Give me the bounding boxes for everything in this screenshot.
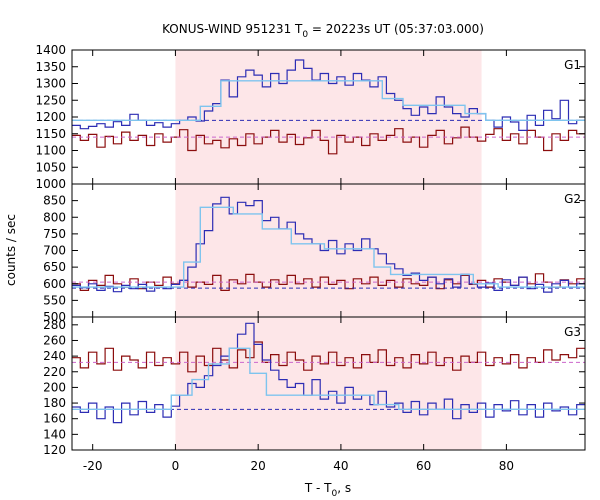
x-tick-label: 60 xyxy=(416,459,431,473)
y-tick-label: 1150 xyxy=(35,127,66,141)
x-tick-label: 0 xyxy=(172,459,180,473)
y-tick-label: 240 xyxy=(43,349,66,363)
y-tick-label: 1400 xyxy=(35,43,66,57)
y-tick-label: 650 xyxy=(43,260,66,274)
fit-g3 xyxy=(72,347,585,410)
x-axis-label: T - T0, s xyxy=(304,481,351,499)
y-tick-label: 500 xyxy=(43,310,66,324)
y-tick-label: 1300 xyxy=(35,77,66,91)
y-tick-label: 750 xyxy=(43,227,66,241)
y-axis-label: counts / sec xyxy=(4,214,18,286)
y-tick-label: 600 xyxy=(43,277,66,291)
y-tick-label: 280 xyxy=(43,318,66,332)
panel-label: G2 xyxy=(564,192,581,206)
x-axis: -20 0 20 40 60 80 xyxy=(83,459,514,473)
panels: 1000 1050 1100 1150 1200 1250 1300 1350 1400 G1 50… xyxy=(35,43,586,457)
x-tick-label: 20 xyxy=(251,459,266,473)
y-tick-label: 800 xyxy=(43,210,66,224)
fit-g2 xyxy=(72,206,585,288)
y-tick-label: 160 xyxy=(43,412,66,426)
panel-g1: 1000 1050 1100 1150 1200 1250 1300 1350 1400 G1 xyxy=(35,43,586,191)
series-red-g2 xyxy=(72,273,585,291)
y-tick-label: 1250 xyxy=(35,93,66,107)
y-tick-label: 120 xyxy=(43,443,66,457)
y-tick-label: 220 xyxy=(43,365,66,379)
panel-label: G3 xyxy=(564,325,581,339)
series-blue-g1 xyxy=(72,59,585,131)
y-tick-label: 140 xyxy=(43,427,66,441)
fit-g1 xyxy=(72,80,585,121)
y-tick-label: 850 xyxy=(43,194,66,208)
plot-area xyxy=(72,196,585,293)
y-tick-label: 1200 xyxy=(35,110,66,124)
y-tick-label: 1000 xyxy=(35,177,66,191)
y-tick-label: 700 xyxy=(43,244,66,258)
y-tick-label: 200 xyxy=(43,380,66,394)
y-tick-label: 1350 xyxy=(35,60,66,74)
chart-title: KONUS-WIND 951231 T0 = 20223s UT (05:37:… xyxy=(162,22,484,40)
x-tick-label: 80 xyxy=(499,459,514,473)
highlight-interval xyxy=(175,50,482,184)
x-tick-label: 40 xyxy=(333,459,348,473)
plot-area xyxy=(72,322,585,424)
highlight-interval xyxy=(175,317,482,450)
panel-frame xyxy=(71,316,586,451)
series-red-g3 xyxy=(72,341,585,373)
x-tick-label: -20 xyxy=(83,459,103,473)
y-tick-label: 1100 xyxy=(35,144,66,158)
y-tick-label: 550 xyxy=(43,293,66,307)
y-tick-label: 260 xyxy=(43,333,66,347)
panel-g2: 500 550 600 650 700 750 800 850 G2 xyxy=(43,183,586,324)
y-tick-label: 180 xyxy=(43,396,66,410)
plot-area xyxy=(72,59,585,155)
y-tick-label: 1050 xyxy=(35,160,66,174)
panel-label: G1 xyxy=(564,58,581,72)
series-red-g1 xyxy=(72,126,585,155)
